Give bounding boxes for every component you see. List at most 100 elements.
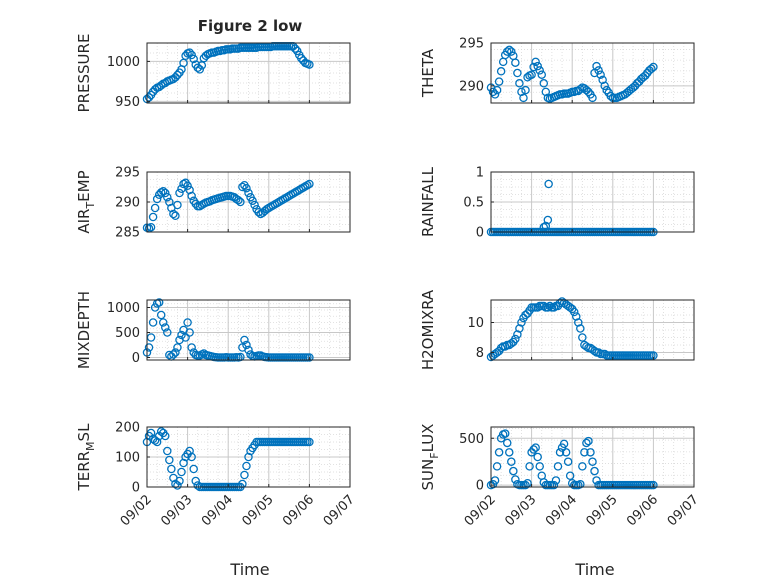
data-point bbox=[505, 45, 514, 55]
panel-theta: 290 295 THETA bbox=[419, 37, 695, 104]
data-point bbox=[158, 186, 168, 196]
panel-rainfall: 0 0.5 1 RAINFALL bbox=[419, 166, 695, 241]
data-point bbox=[234, 195, 243, 205]
y-tick-label: 0 bbox=[476, 479, 484, 494]
axes-box bbox=[490, 42, 695, 104]
data-point bbox=[240, 470, 249, 480]
data-point bbox=[242, 461, 251, 471]
data-point bbox=[515, 79, 524, 88]
y-tick-label: 1000 bbox=[107, 301, 140, 316]
x-tick-label: 09/07 bbox=[321, 492, 358, 529]
data-point bbox=[173, 200, 182, 210]
y-axis-label-1: THETA bbox=[419, 48, 437, 98]
data-point bbox=[533, 61, 542, 71]
data-point bbox=[169, 209, 178, 219]
data-point bbox=[238, 182, 247, 192]
data-point bbox=[537, 70, 547, 79]
data-point bbox=[519, 93, 528, 103]
x-tick-label: 09/07 bbox=[665, 492, 702, 529]
y-axis-label-0: PRESSURE bbox=[75, 34, 93, 113]
data-point bbox=[185, 328, 194, 337]
data-point bbox=[569, 307, 579, 317]
data-point bbox=[492, 85, 502, 95]
x-tick-label: 09/04 bbox=[199, 492, 236, 529]
data-point bbox=[549, 480, 559, 490]
y-tick-label: 500 bbox=[115, 326, 140, 341]
data-point bbox=[189, 54, 198, 64]
data-point bbox=[507, 457, 516, 466]
data-point bbox=[148, 318, 158, 327]
data-point bbox=[561, 448, 571, 457]
data-point bbox=[154, 298, 164, 307]
data-point bbox=[250, 200, 259, 210]
data-point bbox=[553, 462, 563, 471]
data-point bbox=[505, 448, 514, 457]
y-tick-label: 200 bbox=[115, 421, 140, 436]
y-tick-label: 0 bbox=[132, 351, 140, 366]
x-axis-label-left: Time bbox=[229, 560, 269, 579]
data-point bbox=[494, 448, 504, 457]
data-point bbox=[175, 188, 184, 198]
y-axis-label-6: TERRMSL bbox=[75, 423, 97, 492]
data-point bbox=[152, 194, 162, 204]
data-point bbox=[606, 91, 616, 101]
data-point bbox=[187, 191, 196, 201]
data-point bbox=[187, 343, 196, 352]
panel-mixdepth: 0 500 1000 MIXDEPTH bbox=[75, 291, 351, 369]
data-point bbox=[246, 350, 255, 359]
y-tick-label: 8 bbox=[476, 346, 484, 361]
y-tick-label: 0 bbox=[476, 226, 484, 241]
data-point bbox=[588, 457, 597, 466]
data-point bbox=[290, 44, 300, 53]
data-point bbox=[167, 464, 176, 474]
data-point bbox=[517, 318, 526, 327]
panel-air-temp: 285 290 295 AIRTEMP bbox=[75, 166, 351, 241]
data-point bbox=[163, 192, 172, 202]
data-point bbox=[189, 464, 198, 474]
x-tick-label: 09/06 bbox=[280, 492, 317, 529]
data-point bbox=[511, 334, 520, 344]
data-point bbox=[248, 196, 257, 206]
y-axis-label-4: MIXDEPTH bbox=[75, 291, 93, 369]
data-point bbox=[544, 179, 553, 189]
data-point bbox=[588, 93, 597, 103]
data-point bbox=[254, 207, 263, 217]
data-point bbox=[535, 66, 544, 75]
data-point bbox=[511, 58, 520, 67]
data-point bbox=[543, 215, 553, 225]
data-point bbox=[509, 466, 518, 476]
data-point bbox=[183, 318, 192, 327]
data-point bbox=[527, 70, 536, 79]
data-point bbox=[576, 85, 585, 94]
y-tick-label: 290 bbox=[115, 196, 140, 211]
data-point bbox=[193, 481, 202, 490]
data-point bbox=[305, 60, 314, 69]
y-tick-label: 0 bbox=[132, 481, 140, 496]
data-point bbox=[236, 197, 245, 207]
data-point bbox=[163, 446, 172, 456]
data-point bbox=[549, 303, 559, 312]
data-point bbox=[555, 448, 565, 457]
data-point bbox=[545, 301, 555, 311]
y-tick-label: 285 bbox=[115, 226, 140, 241]
data-point bbox=[533, 452, 542, 462]
data-point bbox=[195, 65, 205, 74]
data-point bbox=[173, 70, 182, 80]
data-point bbox=[539, 301, 549, 311]
data-point bbox=[513, 68, 522, 78]
data-point bbox=[525, 462, 534, 471]
figure-title: Figure 2 low bbox=[198, 17, 303, 35]
data-point bbox=[187, 50, 196, 60]
y-axis-label-7: SUNFLUX bbox=[419, 424, 441, 491]
panel-sun-flux: 0 500 09/02 09/03 09/04 09/05 09/06 09/07 SUNFLU… bbox=[419, 424, 702, 530]
data-point bbox=[305, 179, 314, 189]
data-point bbox=[242, 340, 251, 350]
data-point bbox=[600, 81, 609, 91]
data-point bbox=[175, 476, 184, 486]
data-point bbox=[507, 47, 516, 56]
x-tick-label: 09/05 bbox=[584, 492, 621, 529]
data-point bbox=[173, 481, 182, 490]
data-point bbox=[576, 324, 585, 333]
